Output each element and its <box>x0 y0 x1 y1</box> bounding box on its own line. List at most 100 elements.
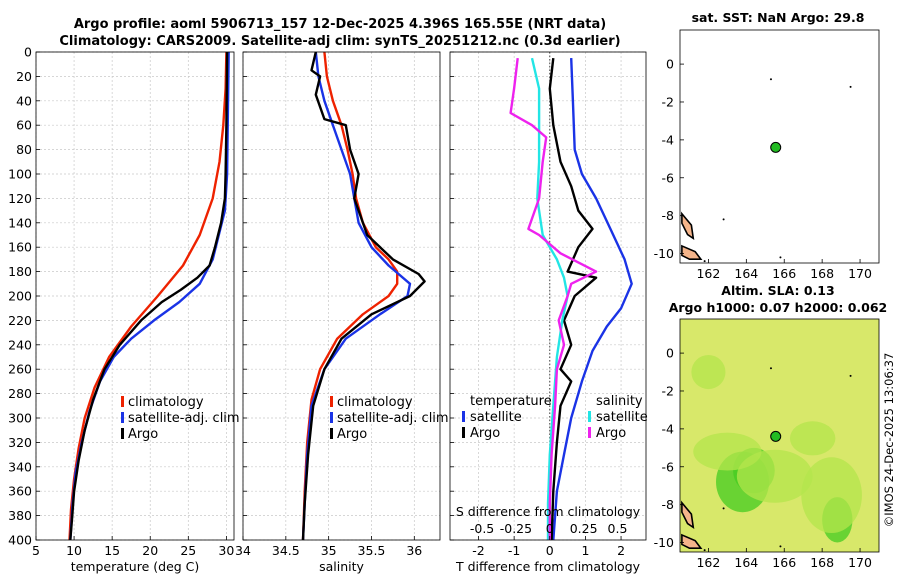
island-dot <box>703 549 706 552</box>
salinity-panel: 34 34.5 35 35.5 36 salinity <box>235 51 441 574</box>
map-x-tick-label: 162 <box>696 266 720 281</box>
x-tick-label: 2 <box>617 543 625 558</box>
y-tick-label: 300 <box>8 411 32 426</box>
map-y-tick-label: -2 <box>662 94 674 109</box>
map-x-tick-label: 162 <box>696 555 720 570</box>
map-y-tick-label: -10 <box>654 246 674 261</box>
argo-position-marker <box>770 141 782 153</box>
y-tick-label: 20 <box>16 69 32 84</box>
map-y-tick-label: -4 <box>662 132 675 147</box>
top-tick-label: -0.25 <box>500 521 532 536</box>
map-y-tick-label: -10 <box>654 535 674 550</box>
difference-legend: temperature satellite Argo salinity sate… <box>462 394 648 441</box>
x-tick-label: -1 <box>508 543 520 558</box>
legend-temp-satellite-label: satellite <box>470 410 522 425</box>
y-tick-label: 80 <box>16 142 32 157</box>
legend-temperature-title: temperature <box>470 394 552 409</box>
island-dot <box>769 367 772 370</box>
map-x-tick-label: 168 <box>810 266 834 281</box>
map-frame <box>679 318 880 553</box>
island-dot <box>769 78 772 81</box>
x-tick-label: 10 <box>66 543 82 558</box>
x-axis-label: temperature (deg C) <box>71 559 200 574</box>
series-line-salinity-argo <box>509 57 598 540</box>
map-y-tick-label: 0 <box>666 346 674 361</box>
series-line-salinity-satellite <box>530 57 569 540</box>
island-dot <box>703 260 706 263</box>
legend-sal-satellite-swatch <box>588 411 591 422</box>
figure-title-line2: Climatology: CARS2009. Satellite-adj cli… <box>59 34 620 49</box>
legend-satellite-swatch <box>121 412 124 423</box>
map-x-tick-label: 170 <box>848 266 872 281</box>
salinity-legend: climatology satellite-adj. clim Argo <box>330 395 449 442</box>
legend-argo-label: Argo <box>337 427 367 442</box>
map-y-tick-label: -8 <box>662 208 675 223</box>
x-axis-label: salinity <box>319 559 364 574</box>
sla-map-title-line2: Argo h1000: 0.07 h2000: 0.062 <box>669 300 888 315</box>
top-tick-label: 0 <box>546 521 554 536</box>
difference-top-axis-label: S difference from climatology <box>456 504 641 519</box>
series-line-argo <box>301 51 426 541</box>
y-tick-label: 220 <box>8 313 32 328</box>
legend-temp-argo-swatch <box>462 427 465 438</box>
series-line-satellite-adj-clim <box>301 51 412 541</box>
map-y-tick-label: -8 <box>662 497 675 512</box>
x-axis-label: T difference from climatology <box>455 559 641 574</box>
map-x-tick-label: 164 <box>734 555 758 570</box>
y-tick-label: 240 <box>8 337 32 352</box>
y-tick-label: 360 <box>8 484 32 499</box>
island-dot <box>722 507 725 510</box>
map-y-tick-label: -6 <box>662 459 675 474</box>
x-tick-label: 0 <box>546 543 554 558</box>
x-tick-label: 34 <box>235 543 251 558</box>
sla-map-title-line1: Altim. SLA: 0.13 <box>721 283 834 298</box>
legend-satellite-label: satellite-adj. clim <box>128 411 240 426</box>
y-tick-label: 60 <box>16 118 32 133</box>
island-dot <box>779 256 782 259</box>
x-tick-label: 30 <box>218 543 234 558</box>
legend-climatology-swatch <box>121 396 124 407</box>
y-tick-label: 280 <box>8 386 32 401</box>
land-polygon <box>681 500 695 530</box>
legend-sal-satellite-label: satellite <box>596 410 648 425</box>
legend-argo-swatch <box>121 428 124 439</box>
difference-panel: -2 -1 0 1 2T difference from climatology -0.5… <box>449 51 647 574</box>
top-tick-label: 0.25 <box>570 521 598 536</box>
x-tick-label: 1 <box>581 543 589 558</box>
legend-climatology-swatch <box>330 396 333 407</box>
x-tick-label: 5 <box>32 543 40 558</box>
x-tick-label: 35.5 <box>358 543 386 558</box>
sla-cell <box>801 457 862 534</box>
x-tick-label: 35 <box>321 543 337 558</box>
legend-argo-label: Argo <box>128 427 158 442</box>
map-x-tick-label: 168 <box>810 555 834 570</box>
legend-temp-satellite-swatch <box>462 411 465 422</box>
series-line-temperature-argo <box>548 57 598 541</box>
legend-sal-argo-label: Argo <box>596 426 626 441</box>
map-frame <box>679 29 880 264</box>
y-tick-label: 100 <box>8 167 32 182</box>
x-tick-label: 25 <box>180 543 196 558</box>
map-x-tick-label: 164 <box>734 266 758 281</box>
copyright-stamp: ©IMOS 24-Dec-2025 13:06:37 <box>882 353 896 528</box>
top-tick-label: 0.5 <box>608 521 628 536</box>
land-polygon <box>681 211 695 241</box>
legend-satellite-label: satellite-adj. clim <box>337 411 449 426</box>
x-tick-label: 15 <box>104 543 120 558</box>
temperature-legend: climatology satellite-adj. clim Argo <box>121 395 240 442</box>
x-tick-label: 36 <box>406 543 422 558</box>
x-tick-label: 20 <box>142 543 158 558</box>
legend-salinity-title: salinity <box>596 394 643 409</box>
y-tick-label: 180 <box>8 264 32 279</box>
y-tick-label: 400 <box>8 533 32 548</box>
sla-map-panel: 0 -2 -4 -6 -8 -10 162 164 166 168 170 <box>654 318 880 570</box>
y-tick-label: 140 <box>8 215 32 230</box>
legend-satellite-swatch <box>330 412 333 423</box>
map-x-tick-label: 166 <box>772 555 796 570</box>
sla-cell <box>736 449 813 503</box>
map-x-tick-label: 166 <box>772 266 796 281</box>
y-tick-label: 340 <box>8 459 32 474</box>
legend-argo-swatch <box>330 428 333 439</box>
map-y-tick-label: -2 <box>662 383 674 398</box>
